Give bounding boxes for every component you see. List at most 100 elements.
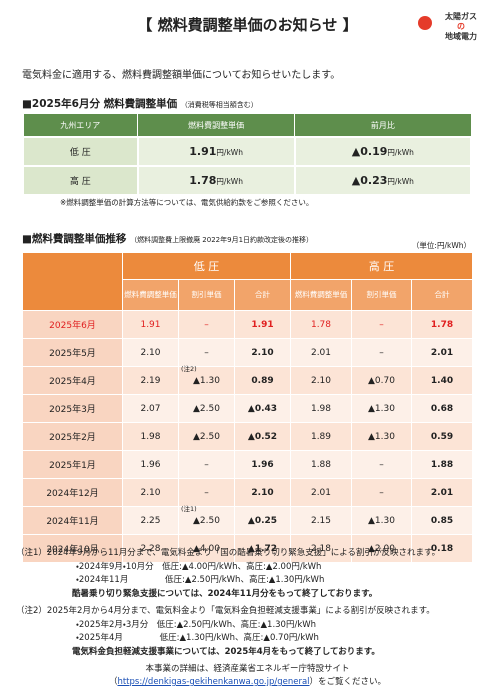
column-header: 割引単価 — [351, 279, 412, 311]
site-link[interactable]: https://denkigas-gekihenkanwa.go.jp/gene… — [117, 677, 310, 687]
table-row: 2025年6月 1.91–1.91 1.78–1.78 — [22, 310, 473, 339]
footer-text: 本事業の詳細は、経済産業省エネルギー庁特設サイト — [145, 664, 350, 674]
month: 2024年10月 — [22, 534, 123, 563]
value-cell: – — [351, 450, 412, 479]
subheader-row: 燃料費調整単価 割引単価 合計 燃料費調整単価 割引単価 合計 — [23, 279, 473, 311]
value-cell: 2.10 — [290, 366, 352, 395]
row-note: (注1) — [181, 505, 197, 513]
note-title: （注2）2025年2月から4月分まで、電気料金より「電気料金負担軽減支援事業」に… — [16, 606, 435, 616]
table-row: 高 圧 1.78円/kWh ▲0.23円/kWh — [22, 165, 473, 196]
value-cell: 1.88 — [290, 450, 352, 479]
table-row: 2025年2月 1.98 ▲2.50 ▲0.52 1.89 ▲1.30 0.59 — [22, 422, 473, 451]
change-cell: ▲0.19円/kWh — [293, 136, 473, 167]
title: 【 燃料費調整単価のお知らせ 】 — [137, 16, 358, 34]
month: 2025年2月 — [22, 422, 123, 451]
value-cell: 1.98 — [290, 394, 352, 423]
value-cell: ▲4.00 — [178, 534, 235, 563]
value-cell: 1.91 — [122, 310, 179, 339]
value-cell: 0.18 — [411, 534, 473, 563]
note-closing: 電気料金負担軽減支援事業については、2025年4月をもって終了しております。 — [72, 646, 380, 657]
change-cell: ▲0.23円/kWh — [293, 165, 473, 196]
group-header: 高 圧 — [290, 252, 473, 280]
value-cell: ▲1.30 (注2) — [178, 365, 235, 395]
column-header: 割引単価 — [178, 279, 235, 311]
value-cell: ▲2.50 — [178, 422, 235, 451]
column-header: 合計 — [411, 279, 473, 311]
note-block: （注1）2024年9月から11月分まで、電気料金より「国の酷暑乗り切り緊急支援」… — [16, 547, 486, 601]
note-block: （注2）2025年2月から4月分まで、電気料金より「電気料金負担軽減支援事業」に… — [16, 605, 486, 659]
column-header: 前月比 — [294, 113, 472, 138]
column-header: 九州エリア — [22, 113, 139, 138]
value-cell: ▲1.72 — [234, 534, 291, 563]
value-cell: – — [178, 310, 235, 339]
heading-note: （燃料調整費上限撤廃 2022年9月1日約款改定後の推移） — [130, 236, 314, 244]
value-cell: 1.78 — [411, 310, 473, 339]
value-cell: ▲2.00 — [351, 534, 412, 563]
value-cell: ▲0.25 — [234, 506, 291, 535]
table-row: 2025年4月 2.19 ▲1.30 (注2) 0.89 2.10 ▲0.70 1.40 — [22, 365, 473, 395]
column-header: 燃料費調整単価 — [290, 279, 352, 311]
value-cell: ▲1.30 — [351, 422, 412, 451]
current-table: 九州エリア 燃料費調整単価 前月比 低 圧 1.91円/kWh ▲0.19円/kWh 高 … — [22, 113, 473, 196]
table-row: 2024年12月 2.10–2.10 2.01–2.01 — [22, 478, 473, 507]
value-cell: – — [178, 478, 235, 507]
row-note: (注2) — [181, 365, 197, 373]
value-cell: 1.98 — [122, 422, 179, 451]
footer-text: ）をご覧ください。 — [309, 677, 387, 687]
logo-mark — [418, 16, 432, 30]
logo-line: の — [457, 22, 465, 31]
footer: 本事業の詳細は、経済産業省エネルギー庁特設サイト （https://denkig… — [0, 663, 495, 689]
note: ※燃料調整単価の計算方法等については、電気供給約款をご参照ください。 — [60, 198, 314, 207]
unit: 円/kWh — [216, 148, 243, 157]
blank-header — [22, 252, 123, 311]
table-row: 2025年3月 2.07 ▲2.50 ▲0.43 1.98 ▲1.30 0.68 — [22, 394, 473, 423]
table-row: 低 圧 1.91円/kWh ▲0.19円/kWh — [22, 136, 473, 167]
value-cell: ▲2.50 (注1) — [178, 505, 235, 535]
value-cell: 1.78 — [290, 310, 352, 339]
unit: 円/kWh — [387, 177, 414, 186]
price-cell: 1.91円/kWh — [136, 136, 296, 167]
value-cell: 1.40 — [411, 366, 473, 395]
change: ▲0.19 — [351, 145, 388, 158]
value-cell: 1.89 — [290, 422, 352, 451]
logo-line: 地域電力 — [445, 32, 477, 41]
table-row: 2025年1月 1.96–1.96 1.88–1.88 — [22, 450, 473, 479]
value-cell: 2.19 — [122, 366, 179, 395]
value-cell: 0.85 — [411, 506, 473, 535]
group-row: 低 圧高 圧 — [22, 252, 473, 311]
table-head: 低 圧高 圧燃料費調整単価 割引単価 合計 燃料費調整単価 割引単価 合計 — [22, 252, 473, 311]
table-row: 2024年11月 2.25 ▲2.50 (注1) ▲0.25 2.15 ▲1.30 0.85 — [22, 505, 473, 535]
table-body: 低 圧 1.91円/kWh ▲0.19円/kWh 高 圧 1.78円/kWh ▲0.23円… — [22, 136, 473, 196]
header-row: 九州エリア 燃料費調整単価 前月比 — [22, 113, 472, 138]
section-heading: ■燃料費調整単価推移 （燃料調整費上限撤廃 2022年9月1日約款改定後の推移） — [22, 231, 313, 246]
month: 2025年6月 — [22, 310, 123, 339]
value-cell: 2.01 — [411, 338, 473, 367]
heading-text: ■燃料費調整単価推移 — [22, 233, 127, 245]
heading-text: ■2025年6月分 燃料費調整単価 — [22, 98, 178, 110]
history-table: 低 圧高 圧燃料費調整単価 割引単価 合計 燃料費調整単価 割引単価 合計 2025年6月… — [22, 252, 473, 563]
section-heading: ■2025年6月分 燃料費調整単価 （消費税等相当額含む） — [22, 96, 258, 111]
intro: 電気料金に適用する、燃料費調整額単価についてお知らせいたします。 — [22, 70, 341, 81]
value-cell: 2.01 — [411, 478, 473, 507]
group-header: 低 圧 — [122, 252, 291, 280]
note-item: ・2025年2月・3月分 低圧:▲2.50円/kWh、高圧:▲1.30円/kWh — [76, 619, 317, 630]
footer-text: （ — [108, 677, 118, 687]
price: 1.78 — [189, 174, 217, 187]
value-cell: 1.88 — [411, 450, 473, 479]
value-cell: 2.28 — [122, 534, 179, 563]
note-item: ・2025年4月 低圧:▲1.30円/kWh、高圧:▲0.70円/kWh — [76, 633, 319, 643]
month: 2025年1月 — [22, 450, 123, 479]
value-cell: ▲0.52 — [234, 422, 291, 451]
unit: 円/kWh — [387, 148, 414, 157]
value-cell: – — [178, 450, 235, 479]
value-cell: ▲1.30 — [351, 506, 412, 535]
row-label: 低 圧 — [22, 136, 139, 167]
value-cell: 0.68 — [411, 394, 473, 423]
price-cell: 1.78円/kWh — [136, 165, 296, 196]
change: ▲0.23 — [351, 174, 388, 187]
value-cell: 2.01 — [290, 338, 352, 367]
value-cell: ▲0.70 — [351, 366, 412, 395]
value-cell: 2.10 — [122, 338, 179, 367]
value-cell: 2.18 — [290, 534, 352, 563]
